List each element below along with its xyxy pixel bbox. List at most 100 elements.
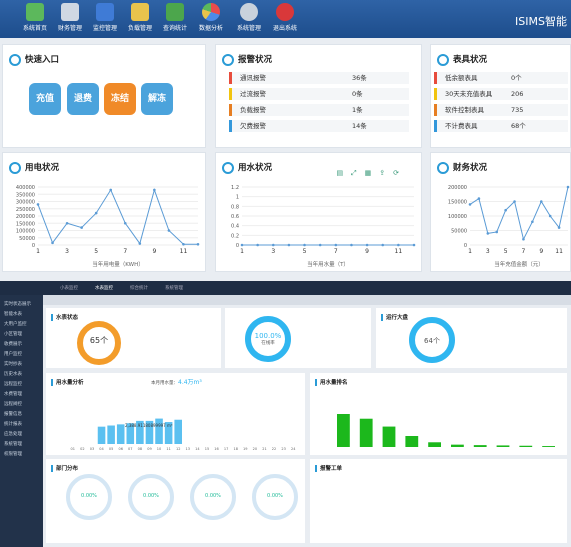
percent-ring: 0.00% <box>128 474 174 520</box>
x-tick-label: 11 <box>180 248 188 255</box>
water-icon <box>222 161 234 174</box>
nav-query[interactable]: 查询统计 <box>158 3 192 32</box>
alarm-row-value: 36条 <box>352 74 367 82</box>
meter-row[interactable]: 软件控制表具 735 <box>434 104 568 116</box>
recharge-button[interactable]: 充值 <box>29 83 61 115</box>
usage-bar <box>116 424 125 444</box>
tab-stats[interactable]: 综合统计 <box>130 286 148 291</box>
tab-small[interactable]: 小表监控 <box>60 286 78 291</box>
nav-load[interactable]: 负载管理 <box>123 3 157 32</box>
data-point <box>477 197 481 200</box>
x-tick-label: 11 <box>166 447 170 451</box>
sidebar-item[interactable]: 实时抄表 <box>4 362 22 367</box>
meter-row[interactable]: 低余额表具 0个 <box>434 72 568 84</box>
gear-icon <box>240 3 258 21</box>
meter-row-label: 软件控制表具 <box>445 106 484 114</box>
rank-bar <box>496 445 510 447</box>
y-tick-label: 50000 <box>19 236 35 242</box>
data-point <box>365 243 369 247</box>
x-axis-label: 当年用电量（KWH） <box>92 260 144 268</box>
alarm-row[interactable]: 欠费报警 14条 <box>229 120 409 132</box>
x-tick-label: 21 <box>262 447 266 451</box>
y-tick-label: 150000 <box>16 221 35 227</box>
sidebar-item[interactable]: 历史水表 <box>4 372 22 377</box>
alarm-row-label: 过流报警 <box>240 90 266 98</box>
top-nav-bar: 系统首页 财务管理 监控管理 负载管理 查询统计 数据分析 系统管理 退出系统 … <box>0 0 571 38</box>
nav-logout[interactable]: 退出系统 <box>268 3 302 32</box>
x-tick-label: 3 <box>486 248 490 255</box>
sidebar-item[interactable]: 远程监控 <box>4 382 22 387</box>
sidebar-item[interactable]: 应急处理 <box>4 432 22 437</box>
chart-toolbox[interactable]: ▤⤢▦⇪⟳ <box>336 169 407 177</box>
x-tick-label: 01 <box>71 447 75 451</box>
x-tick-label: 9 <box>539 248 543 255</box>
brand-title: ISIMS智能 <box>515 15 567 28</box>
meter-row[interactable]: 不计费表具 68个 <box>434 120 568 132</box>
sidebar-item[interactable]: 收费展示 <box>4 342 22 347</box>
nav-finance[interactable]: 财务管理 <box>53 3 87 32</box>
alarm-row-value: 0条 <box>352 90 363 98</box>
x-tick-label: 16 <box>214 447 218 451</box>
y-tick-label: 200000 <box>448 185 467 191</box>
x-tick-label: 7 <box>522 248 526 255</box>
bottom-sidebar: 实时状态展示 智能水表大用户监控小区管理收费展示用户监控实时抄表历史水表远程监控水… <box>0 295 43 547</box>
x-tick-label: 5 <box>303 248 307 255</box>
x-tick-label: 24 <box>291 447 296 451</box>
sidebar-item[interactable]: 大用户监控 <box>4 322 27 327</box>
x-tick-label: 3 <box>271 248 275 255</box>
x-tick-label: 20 <box>253 447 257 451</box>
sidebar-item[interactable]: 系统管理 <box>4 442 22 447</box>
refund-button[interactable]: 退费 <box>67 83 99 115</box>
x-tick-label: 19 <box>243 447 247 451</box>
nav-system[interactable]: 系统管理 <box>232 3 266 32</box>
y-tick-label: 0.6 <box>231 214 239 220</box>
water-title: 用水状况 <box>222 161 272 174</box>
tab-water[interactable]: 水表监控 <box>95 286 113 291</box>
usage-bar <box>126 423 135 444</box>
sidebar-item[interactable]: 小区管理 <box>4 332 22 337</box>
sidebar-item[interactable]: 远程阀控 <box>4 402 22 407</box>
elec-title: 用电状况 <box>9 161 59 174</box>
unfreeze-button[interactable]: 解冻 <box>141 83 173 115</box>
nav-analysis[interactable]: 数据分析 <box>194 3 228 32</box>
x-tick-label: 07 <box>128 447 132 451</box>
water-panel: 用水状况 ▤⤢▦⇪⟳ <box>215 152 422 272</box>
meter-row[interactable]: 30天未充值表具 206 <box>434 88 568 100</box>
x-tick-label: 08 <box>138 447 142 451</box>
sidebar-item[interactable]: 报警信息 <box>4 412 22 417</box>
sidebar-item[interactable]: 智能水表 <box>4 312 22 317</box>
data-point <box>51 241 54 245</box>
freeze-button[interactable]: 冻结 <box>104 83 136 115</box>
sidebar-item[interactable]: 实时状态展示 <box>4 302 31 307</box>
nav-home[interactable]: 系统首页 <box>18 3 52 32</box>
x-tick-label: 02 <box>80 447 84 451</box>
data-point <box>513 200 516 203</box>
x-tick-label: 3 <box>65 248 69 255</box>
tab-sys[interactable]: 系统管理 <box>165 286 183 291</box>
sidebar-item[interactable]: 权限管理 <box>4 452 22 457</box>
x-tick-label: 11 <box>555 248 563 255</box>
sidebar-item[interactable]: 水费管理 <box>4 392 22 397</box>
data-point <box>412 243 416 247</box>
alarm-row[interactable]: 负载报警 1条 <box>229 104 409 116</box>
alarm-row[interactable]: 通讯报警 36条 <box>229 72 409 84</box>
meter-row-label: 不计费表具 <box>445 122 478 130</box>
y-tick-label: 100000 <box>448 214 467 220</box>
alarm-row[interactable]: 过流报警 0条 <box>229 88 409 100</box>
x-tick-label: 09 <box>147 447 151 451</box>
data-point <box>271 243 275 247</box>
calculator-icon <box>61 3 79 21</box>
sidebar-item[interactable]: 统计报表 <box>4 422 22 427</box>
y-tick-label: 150000 <box>448 200 467 206</box>
nav-monitor[interactable]: 监控管理 <box>88 3 122 32</box>
x-tick-label: 5 <box>504 248 508 255</box>
water-status-card: 水表状态 <box>46 308 221 368</box>
pie-chart-icon <box>202 3 220 21</box>
online-ring: 100.0% 在线率 <box>245 316 291 362</box>
data-point <box>557 226 561 229</box>
data-point <box>240 243 244 247</box>
sidebar-item[interactable]: 用户监控 <box>4 352 22 357</box>
x-tick-label: 12 <box>176 447 180 451</box>
x-tick-label: 10 <box>157 447 161 451</box>
